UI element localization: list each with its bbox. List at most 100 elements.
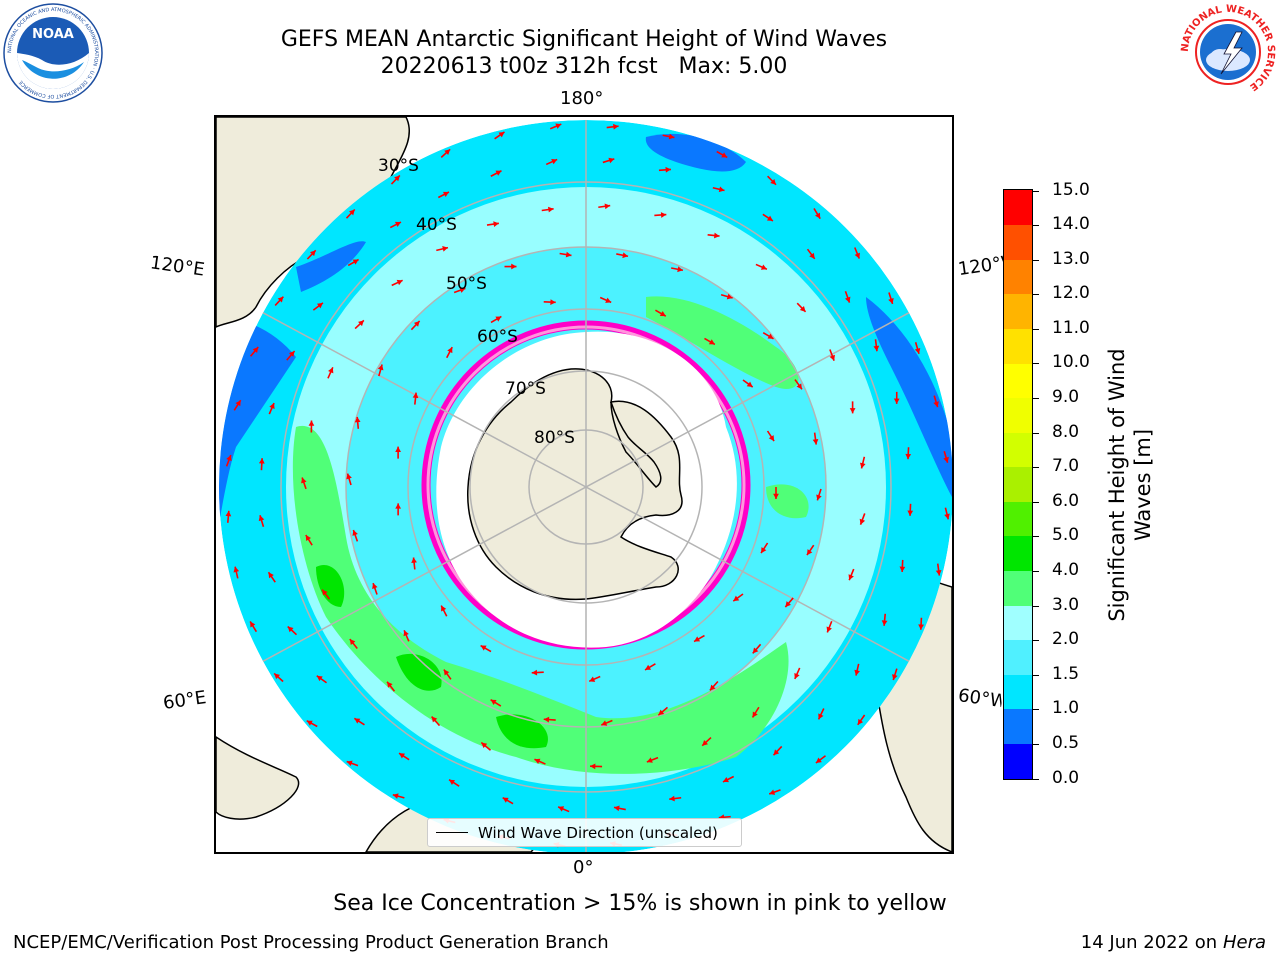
wind-wave-arrowhead <box>815 212 821 219</box>
colorbar-tick-mark <box>1033 570 1039 572</box>
colorbar-tick-label: 12.0 <box>1052 283 1090 304</box>
wind-wave-arrowhead <box>413 320 420 327</box>
wind-wave-arrowhead <box>399 753 406 759</box>
wind-wave-arrowhead <box>905 453 912 460</box>
wind-wave-arrowhead <box>444 149 451 155</box>
wind-wave-arrowhead <box>288 351 295 357</box>
wave-region-blue-coast-au <box>296 241 366 292</box>
wind-wave-arrowhead <box>935 569 942 576</box>
wind-wave-arrowhead <box>849 408 856 414</box>
wind-wave-arrowhead <box>702 740 709 746</box>
colorbar-tick-label: 15.0 <box>1052 179 1090 200</box>
wind-wave-arrowhead <box>548 206 554 213</box>
wave-region-bright-green-3 <box>316 565 345 607</box>
wind-wave-arrowhead <box>859 462 866 469</box>
colorbar-segment <box>1004 293 1032 329</box>
wind-wave-arrowhead <box>558 806 565 812</box>
antarctica-land <box>467 368 683 601</box>
colorbar-tick-mark <box>1033 605 1039 607</box>
colorbar-segment <box>1004 605 1032 641</box>
colorbar-tick-mark <box>1033 536 1039 538</box>
colorbar-tick-mark <box>1033 674 1039 676</box>
wind-wave-arrowhead <box>235 400 241 407</box>
wind-wave-arrowhead <box>605 297 612 303</box>
map-legend: Wind Wave Direction (unscaled) <box>427 818 742 847</box>
wind-wave-arrowhead <box>316 302 323 309</box>
wind-wave-arrowhead <box>490 699 497 705</box>
wind-wave-arrowhead <box>773 749 780 756</box>
wind-wave-arrowhead <box>944 513 950 520</box>
wind-wave-arrowhead <box>907 510 914 516</box>
wind-wave-arrowhead <box>608 157 615 164</box>
colorbar-tick-label: 7.0 <box>1052 456 1080 477</box>
wind-wave-arrowhead <box>718 186 725 193</box>
wind-wave-arrowhead <box>660 212 667 218</box>
colorbar-tick-mark <box>1033 190 1039 192</box>
wind-wave-arrowhead <box>395 446 401 452</box>
sea-ice-note: Sea Ice Concentration > 15% is shown in … <box>333 891 947 916</box>
colorbar-tick-label: 2.0 <box>1052 629 1080 650</box>
colorbar-segment <box>1004 501 1032 537</box>
lon-label-120e: 120°E <box>148 252 206 281</box>
wind-wave-arrowhead <box>665 166 671 173</box>
wind-wave-arrowhead <box>893 398 900 404</box>
wind-wave-arrowhead <box>826 626 832 633</box>
noaa-logo-text: NOAA <box>32 27 74 42</box>
wind-wave-arrowhead <box>709 684 716 691</box>
wind-wave-arrowhead <box>873 345 880 352</box>
map-title: GEFS MEAN Antarctic Significant Height o… <box>280 27 888 52</box>
colorbar-label-line2: Waves [m] <box>1131 428 1155 542</box>
wind-wave-arrowhead <box>766 215 773 221</box>
wind-wave-arrowhead <box>601 720 608 726</box>
noaa-logo: NOAA NATIONAL OCEANIC AND ATMOSPHERIC AD… <box>3 3 103 103</box>
wave-region-bright-green-1 <box>396 653 442 691</box>
colorbar-tick-label: 3.0 <box>1052 594 1080 615</box>
wind-wave-arrowhead <box>933 401 939 408</box>
wind-wave-arrowhead <box>829 354 835 361</box>
wind-wave-arrowhead <box>305 534 312 541</box>
wind-wave-arrowhead <box>721 152 728 158</box>
colorbar-tick-label: 10.0 <box>1052 352 1090 373</box>
wind-wave-arrowhead <box>498 131 505 138</box>
colorbar-tick-mark <box>1033 328 1039 330</box>
wind-wave-arrowhead <box>714 232 720 239</box>
nws-logo: NATIONAL WEATHER SERVICE <box>1180 4 1276 100</box>
wind-wave-arrowhead <box>844 296 851 303</box>
colorbar-segment <box>1004 259 1032 295</box>
wind-wave-arrowhead <box>250 621 256 628</box>
polar-map-canvas: 30°S 40°S 50°S 60°S 70°S 80°S <box>216 117 952 852</box>
wind-wave-arrowhead <box>854 252 860 259</box>
wind-wave-arrowhead <box>809 252 815 259</box>
colorbar-tick-mark <box>1033 640 1039 642</box>
colorbar-segment <box>1004 466 1032 502</box>
graticule <box>219 120 952 852</box>
wind-wave-arrowhead <box>658 709 665 716</box>
lat-label-60s: 60°S <box>477 327 518 347</box>
wind-wave-arrowhead <box>806 549 813 556</box>
colorbar-tick-label: 1.5 <box>1052 663 1080 684</box>
wind-wave-arrowhead <box>358 320 364 327</box>
wind-wave-arrowhead <box>859 518 866 525</box>
lat-label-50s: 50°S <box>446 274 487 294</box>
wind-wave-arrowhead <box>550 299 556 305</box>
wind-wave-arrowhead <box>815 757 822 763</box>
colorbar-tick-label: 9.0 <box>1052 387 1080 408</box>
colorbar-segment <box>1004 535 1032 572</box>
wind-wave-arrowhead <box>346 473 352 480</box>
wind-wave-arrowhead <box>308 420 315 426</box>
wind-wave-arrowhead <box>495 316 502 322</box>
wind-wave-arrowhead <box>892 674 898 681</box>
wind-wave-arrowhead <box>309 250 316 257</box>
wind-wave-arrowhead <box>352 530 358 536</box>
wave-region-blue-east <box>866 297 952 497</box>
wind-wave-arrowhead <box>918 624 924 630</box>
wind-wave-arrowhead <box>796 383 802 390</box>
wind-wave-arrowhead <box>785 601 791 608</box>
wind-wave-arrowhead <box>848 574 854 581</box>
wind-wave-arrowhead <box>287 626 294 633</box>
wind-wave-arrowhead <box>252 347 259 353</box>
wind-wave-arrowhead <box>645 664 652 670</box>
wind-wave-arrowhead <box>387 681 393 688</box>
legend-line-icon <box>436 832 468 833</box>
wind-wave-arrowhead <box>431 716 438 723</box>
